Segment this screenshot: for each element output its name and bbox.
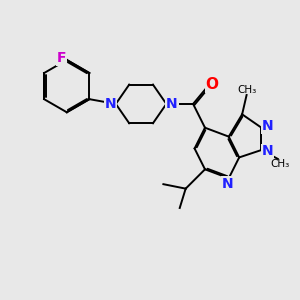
Text: N: N xyxy=(262,119,274,133)
Text: N: N xyxy=(166,97,178,111)
Text: N: N xyxy=(262,145,274,158)
Text: O: O xyxy=(205,77,218,92)
Text: N: N xyxy=(104,97,116,111)
Text: CH₃: CH₃ xyxy=(271,159,290,169)
Text: N: N xyxy=(221,177,233,191)
Text: F: F xyxy=(57,52,66,65)
Text: CH₃: CH₃ xyxy=(238,85,257,95)
